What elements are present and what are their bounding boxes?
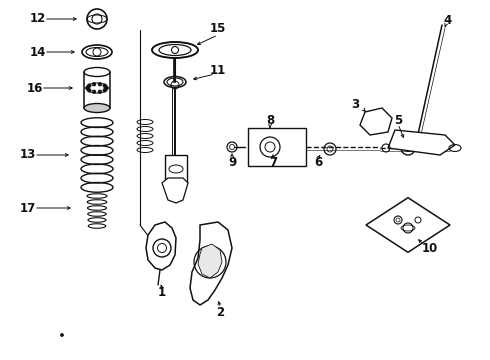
- Circle shape: [60, 333, 64, 337]
- Circle shape: [103, 84, 106, 87]
- Text: 12: 12: [30, 13, 46, 26]
- Text: 4: 4: [444, 13, 452, 27]
- Polygon shape: [190, 222, 232, 305]
- Polygon shape: [388, 130, 455, 155]
- Circle shape: [88, 89, 91, 92]
- Text: 7: 7: [269, 157, 277, 170]
- Text: 13: 13: [20, 148, 36, 162]
- Bar: [248, 128, 306, 166]
- Text: 2: 2: [216, 306, 224, 319]
- Text: 8: 8: [266, 113, 274, 126]
- Ellipse shape: [84, 104, 110, 112]
- Circle shape: [86, 86, 89, 90]
- Circle shape: [105, 86, 108, 90]
- Text: 16: 16: [27, 81, 43, 94]
- Bar: [165, 155, 187, 183]
- Circle shape: [103, 89, 106, 92]
- Circle shape: [92, 90, 96, 94]
- Polygon shape: [198, 244, 222, 278]
- Polygon shape: [146, 222, 176, 270]
- Circle shape: [88, 84, 91, 87]
- Circle shape: [98, 82, 102, 86]
- Text: 11: 11: [210, 63, 226, 77]
- Circle shape: [98, 90, 102, 94]
- Polygon shape: [162, 178, 188, 203]
- Text: 3: 3: [351, 99, 359, 112]
- Polygon shape: [366, 198, 450, 252]
- Text: 15: 15: [210, 22, 226, 35]
- Text: 17: 17: [20, 202, 36, 215]
- Circle shape: [92, 82, 96, 86]
- Text: 1: 1: [158, 285, 166, 298]
- Text: 6: 6: [314, 157, 322, 170]
- Text: 10: 10: [422, 242, 438, 255]
- Text: 5: 5: [394, 113, 402, 126]
- Text: 14: 14: [30, 45, 46, 58]
- Text: 9: 9: [228, 157, 236, 170]
- Polygon shape: [360, 108, 392, 135]
